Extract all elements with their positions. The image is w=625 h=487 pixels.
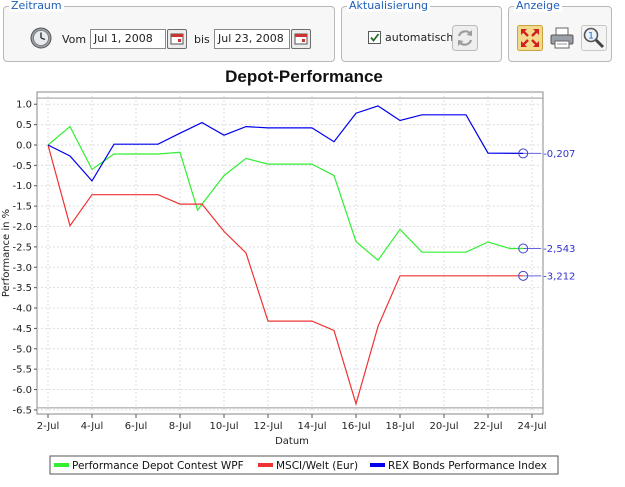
magnifier-icon[interactable]: 1 <box>581 25 607 54</box>
y-tick-label: 1.0 <box>16 100 32 111</box>
y-tick-label: -6.0 <box>12 385 32 396</box>
clock-icon[interactable] <box>30 27 52 52</box>
legend-label: MSCI/Welt (Eur) <box>276 460 358 472</box>
x-tick-label: 24-Jul <box>518 421 547 432</box>
calendar-icon <box>292 30 310 48</box>
series-line <box>47 105 524 182</box>
series-layer: -2,543 -3,212 -0,207 <box>47 105 575 406</box>
x-tick-label: 22-Jul <box>474 421 503 432</box>
plot-area <box>36 91 544 415</box>
y-tick-label: -4.0 <box>12 304 32 315</box>
series-line <box>47 125 524 262</box>
bis-label: bis <box>194 33 210 46</box>
legend-label: Performance Depot Contest WPF <box>72 460 244 472</box>
chart-title: Depot-Performance <box>225 67 383 86</box>
zeitraum-title: Zeitraum <box>9 0 64 12</box>
x-axis-label: Datum <box>275 436 309 447</box>
end-value-marker <box>518 270 529 281</box>
x-tick-label: 4-Jul <box>81 421 104 432</box>
x-tick-label: 10-Jul <box>210 421 239 432</box>
legend-swatch <box>54 463 69 467</box>
y-tick-label: -5.5 <box>12 365 32 376</box>
from-date-field[interactable]: Jul 1, 2008 <box>90 29 166 49</box>
refresh-icon[interactable] <box>452 25 478 54</box>
calendar-icon <box>168 30 186 48</box>
legend-swatch <box>370 463 385 467</box>
anzeige-group: Anzeige <box>508 0 612 62</box>
x-tick-label: 14-Jul <box>298 421 327 432</box>
x-tick-label: 20-Jul <box>430 421 459 432</box>
to-date-calendar-button[interactable] <box>291 29 311 49</box>
y-tick-label: -6.5 <box>12 405 32 416</box>
auto-refresh-label: automatisch <box>385 31 454 44</box>
legend-swatch <box>258 463 273 467</box>
x-tick-label: 2-Jul <box>37 421 60 432</box>
y-tick-label: -2.0 <box>12 222 32 233</box>
x-tick-label: 18-Jul <box>386 421 415 432</box>
legend: Performance Depot Contest WPF MSCI/Welt (… <box>49 455 559 475</box>
reference-lines <box>37 97 543 409</box>
y-tick-label: -4.5 <box>12 324 32 335</box>
y-axis: 1.0 0.5 0.0 -0.5 -1.0 -1.5 -2.0 -2.5 -3.0 -3.5 -4.… <box>12 100 37 416</box>
x-tick-label: 6-Jul <box>125 421 148 432</box>
x-tick-label: 16-Jul <box>342 421 371 432</box>
end-value-label: -2,543 <box>543 244 575 255</box>
end-value-label: -3,212 <box>543 271 575 282</box>
anzeige-title: Anzeige <box>514 0 562 12</box>
end-value-marker <box>518 148 529 159</box>
series-line <box>47 144 524 406</box>
end-value-label: -0,207 <box>543 149 575 160</box>
x-tick-label: 12-Jul <box>254 421 283 432</box>
y-tick-label: 0.5 <box>16 120 32 131</box>
zeitraum-group: Zeitraum Vom Jul 1, 2008 bis Jul 23, 200… <box>3 0 335 62</box>
aktualisierung-title: Aktualisierung <box>347 0 431 12</box>
vom-label: Vom <box>62 33 87 46</box>
from-date-calendar-button[interactable] <box>167 29 187 49</box>
auto-refresh-checkbox[interactable] <box>368 31 381 44</box>
y-tick-label: -3.0 <box>12 263 32 274</box>
legend-label: REX Bonds Performance Index <box>388 460 547 472</box>
x-tick-label: 8-Jul <box>169 421 192 432</box>
x-axis: 2-Jul 4-Jul 6-Jul 8-Jul 10-Jul 12-Jul 14-Jul 16… <box>37 414 547 432</box>
end-value-marker <box>518 243 529 254</box>
y-tick-label: 0.0 <box>16 140 32 151</box>
svg-text:1: 1 <box>588 32 594 42</box>
to-date-field[interactable]: Jul 23, 2008 <box>214 29 290 49</box>
y-tick-label: -3.5 <box>12 283 32 294</box>
y-tick-label: -1.0 <box>12 181 32 192</box>
y-tick-label: -2.5 <box>12 242 32 253</box>
fullscreen-icon[interactable] <box>517 25 543 54</box>
printer-icon[interactable] <box>549 25 575 54</box>
y-tick-label: -0.5 <box>12 161 32 172</box>
aktualisierung-group: Aktualisierung automatisch <box>341 0 502 62</box>
grid <box>37 92 543 414</box>
y-tick-label: -5.0 <box>12 344 32 355</box>
y-axis-label: Performance in % <box>1 209 12 297</box>
y-tick-label: -1.5 <box>12 202 32 213</box>
